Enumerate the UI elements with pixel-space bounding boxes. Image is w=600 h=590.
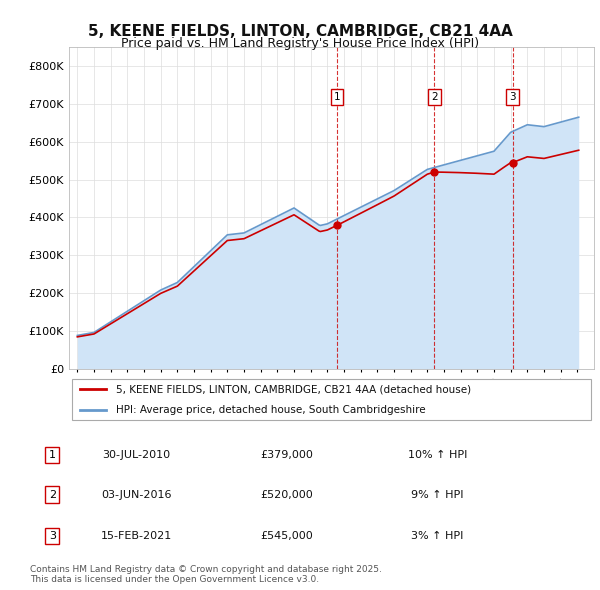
Text: 1: 1 <box>334 92 340 102</box>
Text: 9% ↑ HPI: 9% ↑ HPI <box>411 490 464 500</box>
Text: 30-JUL-2010: 30-JUL-2010 <box>102 450 170 460</box>
Text: 5, KEENE FIELDS, LINTON, CAMBRIDGE, CB21 4AA (detached house): 5, KEENE FIELDS, LINTON, CAMBRIDGE, CB21… <box>116 384 472 394</box>
Text: £545,000: £545,000 <box>260 531 313 541</box>
Text: 3% ↑ HPI: 3% ↑ HPI <box>411 531 464 541</box>
Text: 5, KEENE FIELDS, LINTON, CAMBRIDGE, CB21 4AA: 5, KEENE FIELDS, LINTON, CAMBRIDGE, CB21… <box>88 24 512 38</box>
Text: 1: 1 <box>49 450 56 460</box>
Text: Contains HM Land Registry data © Crown copyright and database right 2025.
This d: Contains HM Land Registry data © Crown c… <box>30 565 382 584</box>
Text: £520,000: £520,000 <box>260 490 313 500</box>
FancyBboxPatch shape <box>71 379 592 419</box>
Text: 10% ↑ HPI: 10% ↑ HPI <box>407 450 467 460</box>
Text: Price paid vs. HM Land Registry's House Price Index (HPI): Price paid vs. HM Land Registry's House … <box>121 37 479 50</box>
Text: HPI: Average price, detached house, South Cambridgeshire: HPI: Average price, detached house, Sout… <box>116 405 426 415</box>
Text: £379,000: £379,000 <box>260 450 313 460</box>
Text: 2: 2 <box>49 490 56 500</box>
Text: 3: 3 <box>49 531 56 541</box>
Text: 3: 3 <box>509 92 516 102</box>
Text: 2: 2 <box>431 92 437 102</box>
Text: 03-JUN-2016: 03-JUN-2016 <box>101 490 171 500</box>
Text: 15-FEB-2021: 15-FEB-2021 <box>100 531 172 541</box>
